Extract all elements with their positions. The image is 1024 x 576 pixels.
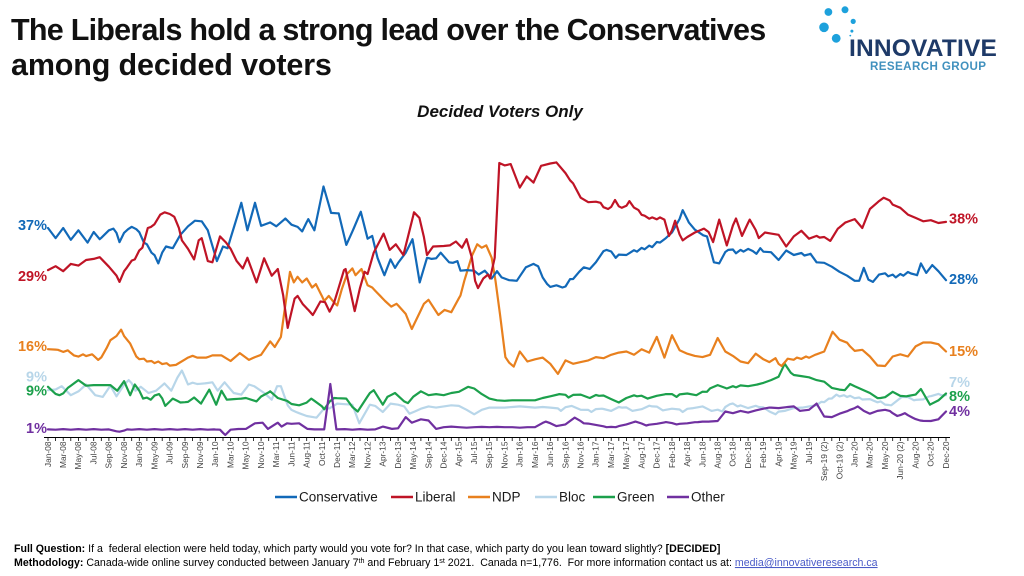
svg-text:Apr-15: Apr-15 [454, 441, 464, 466]
svg-text:Nov-15: Nov-15 [499, 441, 509, 468]
svg-text:May-20: May-20 [880, 441, 890, 469]
svg-text:Mar-11: Mar-11 [271, 441, 281, 467]
svg-text:Apr-18: Apr-18 [682, 441, 692, 466]
svg-text:Full Question: If a federal e: Full Question: If a federal election wer… [14, 543, 720, 555]
svg-text:Jul-09: Jul-09 [165, 441, 175, 464]
svg-text:May-10: May-10 [241, 441, 251, 469]
svg-text:Jul-19: Jul-19 [804, 441, 814, 464]
svg-text:Feb-19: Feb-19 [758, 441, 768, 468]
svg-text:Mar-20: Mar-20 [865, 441, 875, 468]
svg-text:Conservative: Conservative [299, 490, 378, 505]
svg-text:Jun-16: Jun-16 [545, 441, 555, 467]
svg-text:Mar-16: Mar-16 [530, 441, 540, 468]
svg-text:Nov-16: Nov-16 [576, 441, 586, 468]
svg-text:Oct-20: Oct-20 [926, 441, 936, 466]
svg-text:28%: 28% [949, 272, 978, 288]
svg-text:Nov-08: Nov-08 [119, 441, 129, 468]
svg-text:Jan-20: Jan-20 [850, 441, 860, 467]
svg-text:Sep-19 (2): Sep-19 (2) [819, 441, 829, 481]
svg-text:May-17: May-17 [621, 441, 631, 469]
svg-text:Mar-08: Mar-08 [58, 441, 68, 468]
svg-text:among decided voters: among decided voters [11, 48, 332, 82]
svg-text:16%: 16% [18, 339, 47, 355]
svg-text:7%: 7% [949, 375, 970, 391]
svg-text:Jul-08: Jul-08 [89, 441, 99, 464]
svg-text:INNOVATIVE: INNOVATIVE [849, 35, 997, 62]
svg-text:Jan-16: Jan-16 [515, 441, 525, 467]
svg-text:1%: 1% [26, 421, 47, 437]
svg-text:Sep-14: Sep-14 [423, 441, 433, 468]
svg-text:Sep-08: Sep-08 [104, 441, 114, 468]
svg-text:Bloc: Bloc [559, 490, 586, 505]
svg-text:Mar-12: Mar-12 [347, 441, 357, 468]
svg-text:Sep-16: Sep-16 [560, 441, 570, 468]
svg-text:Sep-09: Sep-09 [180, 441, 190, 468]
svg-text:Dec-11: Dec-11 [332, 441, 342, 468]
svg-text:Jul-15: Jul-15 [469, 441, 479, 464]
svg-text:Aug-17: Aug-17 [636, 441, 646, 468]
svg-text:Dec-14: Dec-14 [439, 441, 449, 468]
svg-text:Oct-19 (2): Oct-19 (2) [834, 441, 844, 479]
svg-text:Jun-18: Jun-18 [697, 441, 707, 467]
svg-text:Jan-17: Jan-17 [591, 441, 601, 467]
svg-text:37%: 37% [18, 218, 47, 234]
svg-text:May-14: May-14 [408, 441, 418, 469]
svg-text:Green: Green [617, 490, 655, 505]
svg-text:Nov-09: Nov-09 [195, 441, 205, 468]
svg-text:Nov-12: Nov-12 [362, 441, 372, 468]
svg-text:Decided Voters Only: Decided Voters Only [417, 102, 584, 121]
svg-text:9%: 9% [26, 370, 47, 386]
svg-text:38%: 38% [949, 212, 978, 228]
svg-text:Dec-20: Dec-20 [941, 441, 951, 468]
svg-text:The Liberals hold a strong lea: The Liberals hold a strong lead over the… [11, 13, 765, 47]
svg-text:May-09: May-09 [149, 441, 159, 469]
svg-text:Oct-11: Oct-11 [317, 441, 327, 466]
svg-text:4%: 4% [949, 404, 970, 420]
svg-text:Jan-08: Jan-08 [43, 441, 53, 467]
svg-text:Aug-20: Aug-20 [910, 441, 920, 468]
svg-text:Nov-10: Nov-10 [256, 441, 266, 468]
svg-text:8%: 8% [949, 389, 970, 405]
svg-text:May-19: May-19 [789, 441, 799, 469]
svg-text:Apr-13: Apr-13 [378, 441, 388, 466]
svg-text:Mar-10: Mar-10 [225, 441, 235, 468]
svg-text:May-08: May-08 [73, 441, 83, 469]
svg-text:9%: 9% [26, 384, 47, 400]
svg-text:Oct-18: Oct-18 [728, 441, 738, 466]
svg-text:Aug-11: Aug-11 [302, 441, 312, 468]
svg-text:NDP: NDP [492, 490, 521, 505]
svg-text:Dec-13: Dec-13 [393, 441, 403, 468]
svg-text:Sep-15: Sep-15 [484, 441, 494, 468]
svg-text:Methodology: Canada-wide onlin: Methodology: Canada-wide online survey c… [14, 556, 878, 569]
svg-text:Dec-18: Dec-18 [743, 441, 753, 468]
svg-text:Jun-20 (2): Jun-20 (2) [895, 441, 905, 479]
svg-text:RESEARCH GROUP: RESEARCH GROUP [870, 60, 986, 73]
svg-text:Mar-17: Mar-17 [606, 441, 616, 468]
svg-text:Jan-10: Jan-10 [210, 441, 220, 467]
svg-text:Jan-09: Jan-09 [134, 441, 144, 467]
svg-text:Feb-18: Feb-18 [667, 441, 677, 468]
svg-text:15%: 15% [949, 344, 978, 360]
svg-text:29%: 29% [18, 269, 47, 285]
svg-text:Aug-18: Aug-18 [713, 441, 723, 468]
svg-text:Other: Other [691, 490, 725, 505]
svg-text:Dec-17: Dec-17 [652, 441, 662, 468]
svg-text:Liberal: Liberal [415, 490, 456, 505]
svg-text:Jun-11: Jun-11 [286, 441, 296, 466]
svg-text:Apr-19: Apr-19 [773, 441, 783, 466]
